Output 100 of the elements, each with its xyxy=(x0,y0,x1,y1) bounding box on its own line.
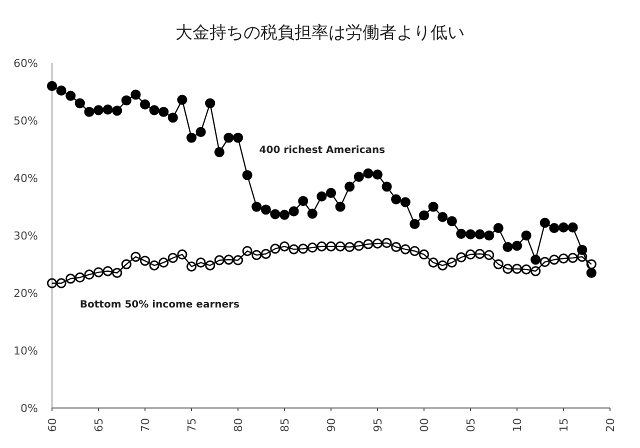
x-tick-label: 00 xyxy=(418,418,431,432)
x-tick-label: 90 xyxy=(325,418,338,432)
point xyxy=(56,278,66,288)
point xyxy=(66,274,76,284)
point xyxy=(66,90,76,101)
point xyxy=(484,250,494,260)
point xyxy=(438,212,448,222)
point xyxy=(586,268,596,278)
point xyxy=(46,80,58,92)
point xyxy=(540,256,550,267)
point xyxy=(418,210,430,220)
point xyxy=(260,204,271,215)
point xyxy=(307,242,318,253)
point xyxy=(196,126,206,138)
point xyxy=(102,266,113,276)
point xyxy=(382,182,392,192)
point xyxy=(130,90,141,100)
point xyxy=(56,86,66,96)
series-label: 400 richest Americans xyxy=(259,145,386,156)
point xyxy=(288,244,299,254)
point xyxy=(74,98,85,108)
point xyxy=(512,240,522,251)
point xyxy=(382,238,392,248)
point xyxy=(252,202,262,212)
point xyxy=(354,172,364,182)
point xyxy=(335,241,346,252)
point xyxy=(288,206,299,216)
point xyxy=(410,246,420,256)
point xyxy=(242,170,252,180)
point xyxy=(372,170,383,180)
point xyxy=(540,218,550,228)
x-tick-label: 15 xyxy=(558,418,570,432)
point xyxy=(484,230,494,241)
point xyxy=(558,253,569,264)
point xyxy=(428,257,438,268)
point xyxy=(93,267,104,278)
point xyxy=(214,255,224,266)
point xyxy=(177,249,188,260)
point xyxy=(549,254,560,265)
point xyxy=(391,242,402,252)
y-tick-label: 10% xyxy=(14,344,38,358)
point xyxy=(158,257,169,268)
point xyxy=(270,244,280,254)
point xyxy=(530,266,541,276)
point xyxy=(224,254,234,265)
point xyxy=(363,168,374,178)
x-tick-label: 80 xyxy=(232,418,245,432)
point xyxy=(446,257,457,268)
point xyxy=(168,112,178,123)
point xyxy=(418,249,430,260)
point xyxy=(205,98,216,108)
point xyxy=(260,248,271,259)
x-tick-label: 95 xyxy=(372,418,384,432)
point xyxy=(186,132,197,143)
point xyxy=(568,252,578,263)
point xyxy=(400,197,410,208)
y-tick-label: 0% xyxy=(20,402,38,415)
series-label: Bottom 50% income earners xyxy=(80,299,240,310)
point xyxy=(577,252,588,262)
point xyxy=(456,228,466,239)
point xyxy=(465,229,476,240)
y-tick-label: 40% xyxy=(14,172,38,185)
point xyxy=(502,264,513,274)
point xyxy=(456,252,466,262)
point xyxy=(279,210,290,220)
x-tick-label: 65 xyxy=(92,418,106,432)
point xyxy=(521,264,532,274)
point xyxy=(446,216,457,226)
point xyxy=(121,259,132,270)
y-tick-label: 50% xyxy=(14,114,38,128)
point xyxy=(130,252,141,262)
x-tick-label: 85 xyxy=(278,418,292,432)
y-tick-label: 60% xyxy=(14,57,38,70)
point xyxy=(298,244,308,254)
point xyxy=(410,218,420,230)
x-tick-label: 20 xyxy=(604,418,617,432)
point xyxy=(493,222,504,234)
point xyxy=(84,270,94,280)
point xyxy=(46,278,58,288)
point xyxy=(232,255,244,266)
point xyxy=(224,132,234,143)
point xyxy=(438,260,448,270)
point xyxy=(252,250,262,260)
point xyxy=(344,182,355,192)
point xyxy=(196,257,206,268)
point xyxy=(214,147,224,158)
point xyxy=(205,260,216,270)
point xyxy=(140,99,150,110)
point xyxy=(474,248,485,259)
point xyxy=(307,208,318,219)
point xyxy=(298,196,308,206)
point xyxy=(568,222,578,232)
x-tick-label: 75 xyxy=(186,418,198,432)
point xyxy=(493,259,504,270)
point xyxy=(474,229,485,240)
point xyxy=(558,222,569,232)
point xyxy=(428,202,438,212)
point xyxy=(112,106,122,116)
point xyxy=(335,202,346,212)
point xyxy=(372,238,383,249)
